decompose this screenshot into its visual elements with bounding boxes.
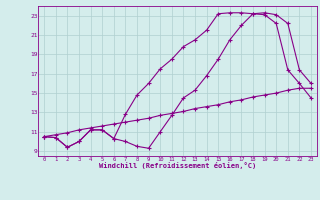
X-axis label: Windchill (Refroidissement éolien,°C): Windchill (Refroidissement éolien,°C) bbox=[99, 162, 256, 169]
